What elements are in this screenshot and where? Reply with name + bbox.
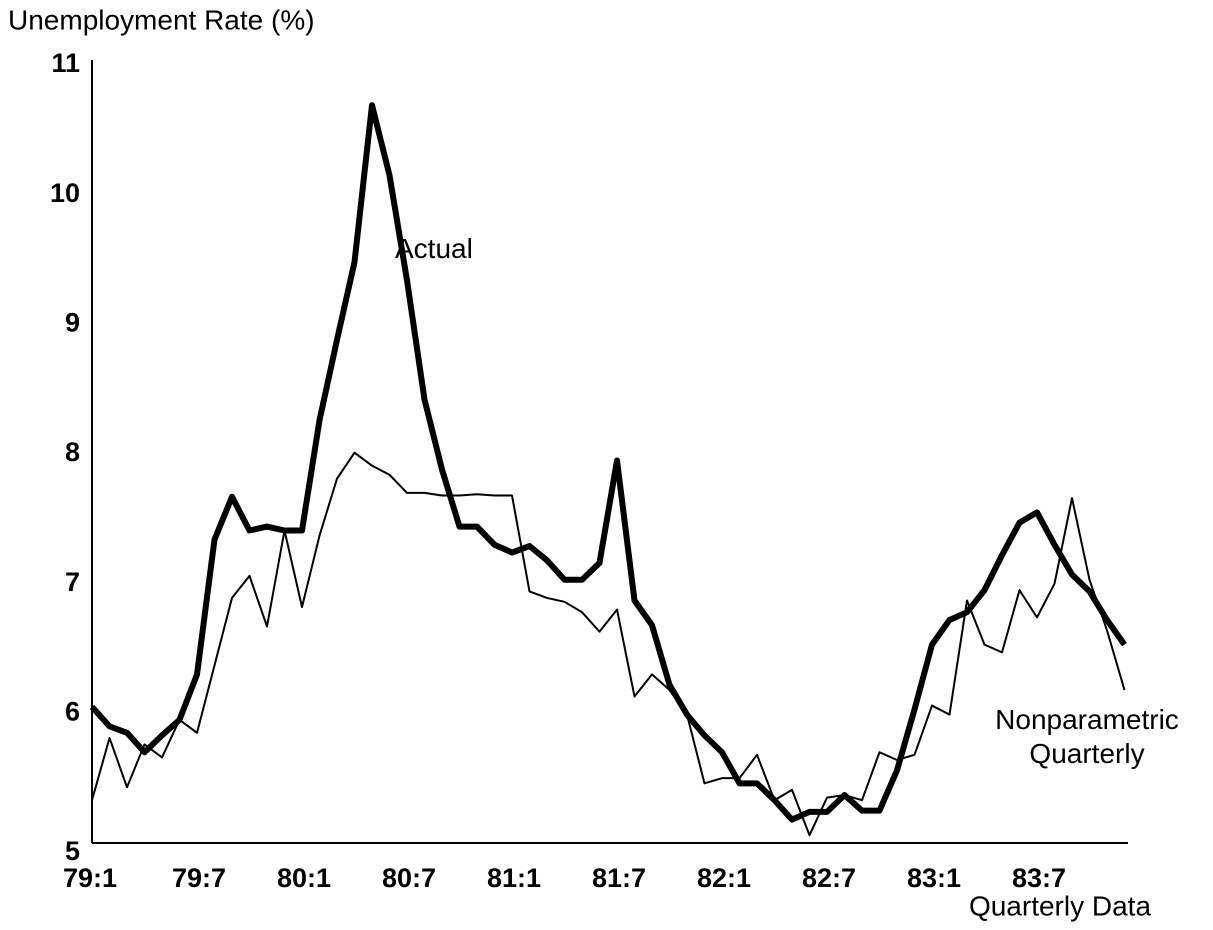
x-tick-label: 80:7 [382, 863, 436, 893]
y-tick-label: 8 [65, 437, 80, 467]
y-tick-label: 5 [65, 836, 80, 866]
x-tick-label: 81:1 [487, 863, 541, 893]
x-tick-label: 81:7 [592, 863, 646, 893]
x-tick-label: 80:1 [277, 863, 331, 893]
x-tick-label: 83:7 [1012, 863, 1066, 893]
y-tick-label: 10 [50, 178, 80, 208]
y-tick-label: 7 [65, 567, 80, 597]
x-tick-label: 79:1 [63, 863, 117, 893]
x-tick-label: 82:7 [802, 863, 856, 893]
y-tick-label: 9 [65, 307, 80, 337]
series-label: Nonparametric Quarterly [995, 704, 1179, 769]
line [89, 102, 1127, 823]
x-tick-label: 79:7 [172, 863, 226, 893]
series-label: Actual [395, 233, 473, 264]
y-tick-label: 11 [51, 48, 80, 78]
x-axis-label: Quarterly Data [969, 890, 1151, 921]
y-tick-label: 6 [65, 696, 80, 726]
line [91, 451, 1126, 837]
chart-title: Unemployment Rate (%) [8, 4, 315, 35]
x-tick-label: 83:1 [907, 863, 961, 893]
x-tick-label: 82:1 [697, 863, 751, 893]
